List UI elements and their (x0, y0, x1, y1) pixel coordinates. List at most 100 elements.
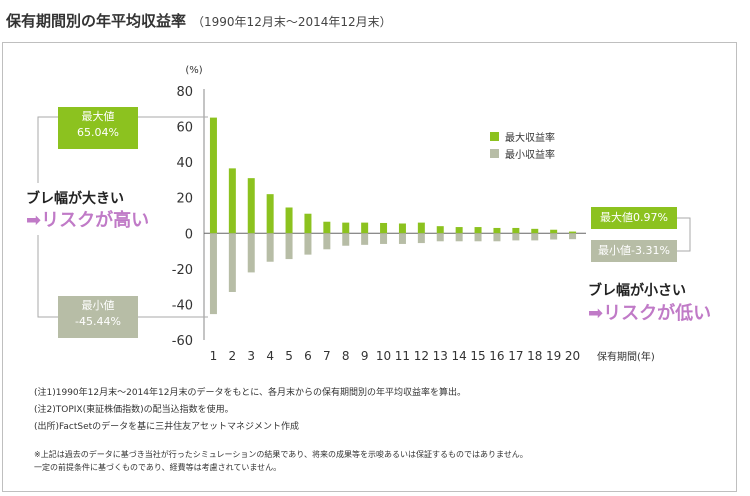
x-tick-label: 12 (414, 349, 429, 363)
chart-subtitle: （1990年12月末～2014年12月末） (192, 15, 392, 29)
min-callout-label: 最小値 (81, 299, 115, 312)
x-tick-label: 8 (342, 349, 350, 363)
bar-max (342, 222, 350, 234)
min-callout: 最小値 -45.44% (58, 296, 138, 338)
bar-max (228, 168, 236, 234)
legend-item-max: 最大収益率 (490, 128, 555, 145)
x-axis-label: 保有期間(年) (597, 350, 655, 363)
y-tick-label: 80 (176, 85, 193, 100)
y-tick-label: 20 (176, 192, 193, 207)
legend-label-max: 最大収益率 (505, 133, 555, 144)
notes: (注1)1990年12月末～2014年12月末のデータをもとに、各月末からの保有… (34, 385, 466, 436)
x-tick-label: 14 (452, 349, 467, 363)
x-tick-label: 19 (546, 349, 561, 363)
y-tick-label: 60 (176, 121, 193, 136)
bar-min (361, 233, 369, 245)
max-callout-label: 最大値 (81, 110, 115, 123)
x-tick-label: 7 (323, 349, 331, 363)
left-bracket-bottom (37, 235, 58, 318)
right-bracket (677, 217, 691, 252)
right-text-narrow: ブレ幅が小さい (588, 283, 686, 299)
bar-min (569, 233, 577, 240)
bar-min (247, 233, 255, 273)
left-bracket-top (37, 116, 58, 183)
bar-max (417, 222, 425, 234)
note-1: (注1)1990年12月末～2014年12月末のデータをもとに、各月末からの保有… (34, 388, 467, 398)
bar-max (455, 227, 463, 234)
chart-title: 保有期間別の年平均収益率 (6, 12, 187, 30)
bar-min (531, 233, 539, 241)
bar-max (209, 117, 217, 234)
x-tick-label: 10 (376, 349, 391, 363)
bar-min (398, 233, 406, 244)
right-text-risk-low: ➡リスクが低い (588, 303, 712, 324)
legend: 最大収益率 最小収益率 (490, 128, 555, 162)
x-tick-label: 18 (527, 349, 542, 363)
bar-max (493, 227, 501, 234)
legend-label-min: 最小収益率 (505, 150, 555, 161)
bar-min (266, 233, 274, 262)
x-tick-label: 16 (489, 349, 504, 363)
x-tick-label: 2 (229, 349, 237, 363)
bar-min (436, 233, 444, 242)
left-text-wide: ブレ幅が大きい (26, 191, 124, 207)
bar-max (550, 229, 558, 234)
bar-max (361, 222, 369, 234)
legend-item-min: 最小収益率 (490, 145, 555, 162)
y-axis-unit: (%) (185, 65, 202, 76)
bar-max (304, 213, 312, 234)
bar-min (493, 233, 501, 242)
bar-min (455, 233, 463, 242)
note-source: (出所)FactSetのデータを基に三井住友アセットマネジメント作成 (34, 422, 299, 432)
max-callout-value: 65.04% (77, 126, 119, 139)
x-tick-label: 13 (433, 349, 448, 363)
x-tick-label: 1 (210, 349, 218, 363)
bar-max (323, 221, 331, 234)
bar-min (304, 233, 312, 255)
bar-min (323, 233, 331, 250)
y-tick-label: -20 (172, 263, 193, 278)
right-max-callout: 最大値0.97% (591, 207, 677, 229)
bar-min (380, 233, 388, 244)
disclaimer: ※上記は過去のデータに基づき当社が行ったシミュレーションの結果であり、将来の成果… (34, 448, 528, 474)
legend-swatch-max (490, 132, 499, 141)
x-tick-label: 3 (247, 349, 255, 363)
y-tick-label: 40 (176, 156, 193, 171)
x-tick-label: 9 (361, 349, 369, 363)
x-tick-label: 5 (285, 349, 293, 363)
bar-max (474, 227, 482, 234)
bar-min (550, 233, 558, 240)
bar-min (228, 233, 236, 292)
max-callout: 最大値 65.04% (58, 107, 138, 149)
left-text-risk-high: ➡リスクが高い (26, 210, 150, 231)
x-tick-label: 17 (508, 349, 523, 363)
bar-min (417, 233, 425, 244)
y-tick-label: -60 (172, 334, 193, 349)
disclaimer-line-2: 一定の前提条件に基づくものであり、経費等は考慮されていません。 (34, 463, 282, 472)
bar-max (569, 231, 577, 234)
bar-min (342, 233, 350, 246)
min-callout-value: -45.44% (75, 315, 121, 328)
x-tick-label: 11 (395, 349, 410, 363)
bar-max (247, 178, 255, 234)
x-tick-label: 20 (565, 349, 580, 363)
bar-max (512, 227, 520, 234)
bar-max (266, 194, 274, 234)
bar-max (380, 222, 388, 234)
y-tick-label: 0 (185, 227, 193, 242)
disclaimer-line-1: ※上記は過去のデータに基づき当社が行ったシミュレーションの結果であり、将来の成果… (34, 450, 528, 459)
x-tick-label: 6 (304, 349, 312, 363)
bar-min (512, 233, 520, 241)
bar-min (285, 233, 293, 260)
bar-max (398, 223, 406, 234)
page-title: 保有期間別の年平均収益率 （1990年12月末～2014年12月末） (6, 10, 392, 31)
note-2: (注2)TOPIX(東証株価指数)の配当込指数を使用。 (34, 405, 234, 415)
bar-min (209, 233, 217, 315)
legend-swatch-min (490, 149, 499, 158)
x-tick-label: 15 (470, 349, 485, 363)
bar-max (436, 226, 444, 234)
bar-min (474, 233, 482, 242)
bar-max (285, 207, 293, 234)
y-tick-label: -40 (172, 298, 193, 313)
